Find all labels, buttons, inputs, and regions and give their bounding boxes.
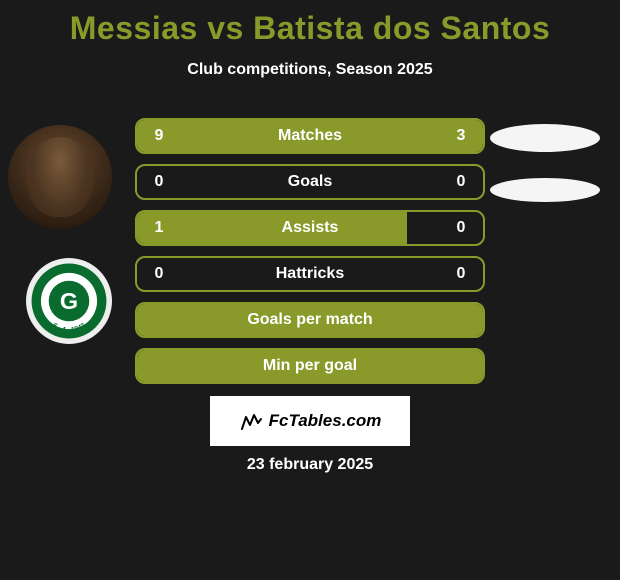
- player-right-shape-1: [490, 124, 600, 152]
- stat-value-right: 3: [439, 127, 483, 145]
- stat-value-left: 1: [137, 219, 181, 237]
- stat-label: Hattricks: [181, 265, 439, 283]
- stat-row: 0Hattricks0: [135, 256, 485, 292]
- stat-row: 0Goals0: [135, 164, 485, 200]
- stat-row: 1Assists0: [135, 210, 485, 246]
- club-badge: G 6 · 4 · 1943: [26, 258, 112, 344]
- stat-label: Goals: [181, 173, 439, 191]
- stat-label: Min per goal: [181, 357, 439, 375]
- stat-row: 9Matches3: [135, 118, 485, 154]
- fctables-label: FcTables.com: [269, 411, 382, 431]
- subtitle: Club competitions, Season 2025: [0, 61, 620, 79]
- stat-label: Goals per match: [181, 311, 439, 329]
- stat-row: Min per goal: [135, 348, 485, 384]
- date-label: 23 february 2025: [0, 456, 620, 474]
- stat-value-left: 9: [137, 127, 181, 145]
- stat-row: Goals per match: [135, 302, 485, 338]
- stat-label: Assists: [181, 219, 439, 237]
- stat-value-left: 0: [137, 173, 181, 191]
- player-left-avatar: [8, 125, 112, 229]
- player-right-shape-2: [490, 178, 600, 202]
- stat-value-right: 0: [439, 219, 483, 237]
- stats-rows: 9Matches30Goals01Assists00Hattricks0Goal…: [135, 118, 485, 394]
- fctables-badge: FcTables.com: [210, 396, 410, 446]
- stat-value-right: 0: [439, 265, 483, 283]
- club-badge-icon: G 6 · 4 · 1943: [30, 262, 108, 340]
- stat-value-left: 0: [137, 265, 181, 283]
- page-title: Messias vs Batista dos Santos: [0, 0, 620, 47]
- fctables-logo-icon: [239, 409, 263, 433]
- club-badge-letter: G: [60, 288, 78, 314]
- stat-value-right: 0: [439, 173, 483, 191]
- stat-label: Matches: [181, 127, 439, 145]
